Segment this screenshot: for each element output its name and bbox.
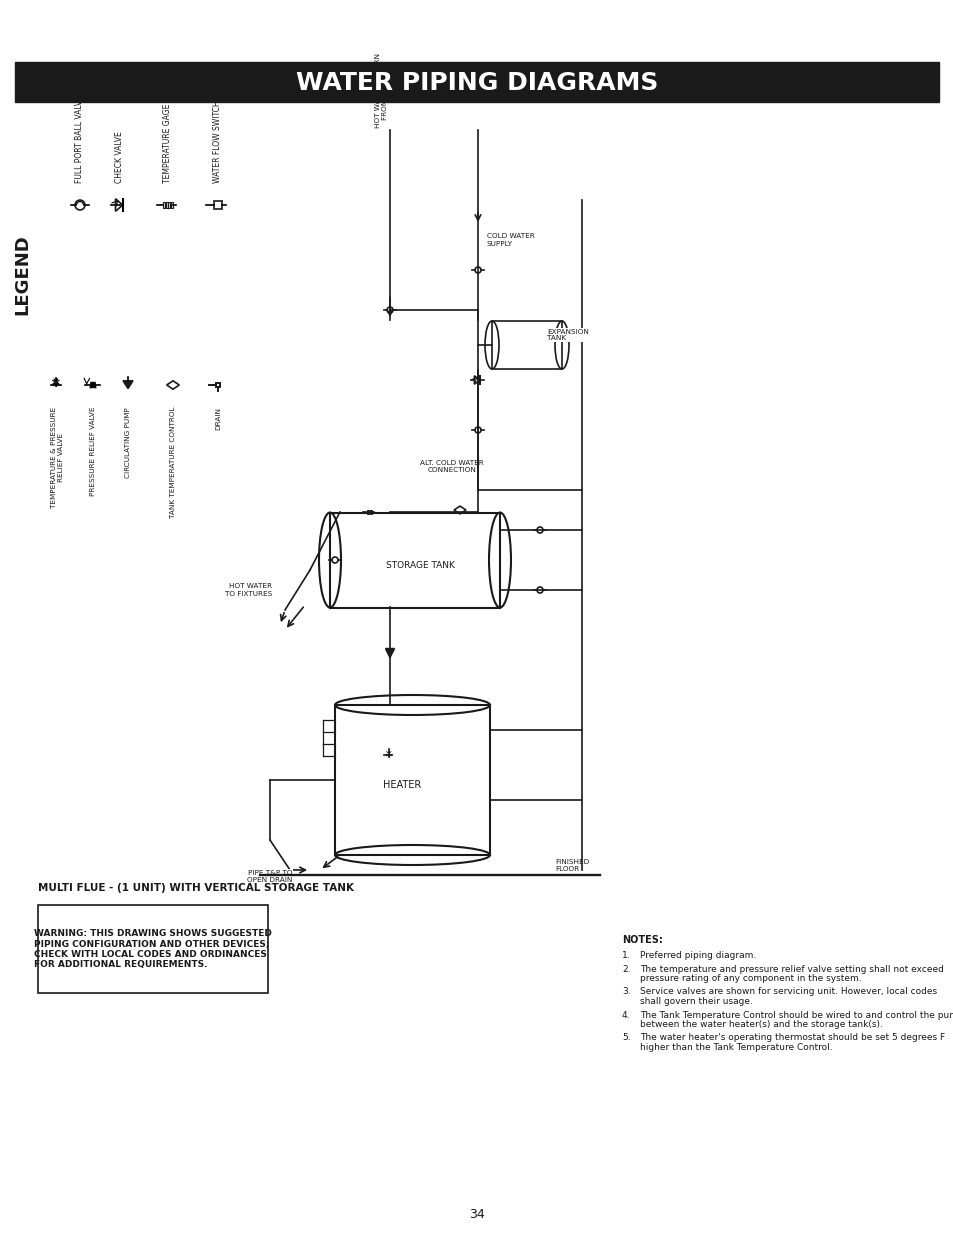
Bar (367, 510, 368, 514)
Text: CIRCULATING PUMP: CIRCULATING PUMP (125, 408, 131, 478)
Text: STORAGE TANK: STORAGE TANK (385, 561, 454, 569)
Text: HOT WATER
TO FIXTURES: HOT WATER TO FIXTURES (225, 583, 272, 597)
Text: DRAIN: DRAIN (214, 408, 221, 430)
Bar (371, 510, 372, 514)
Text: The temperature and pressure relief valve setting shall not exceed: The temperature and pressure relief valv… (639, 965, 943, 973)
Bar (215, 383, 220, 388)
Text: TANK TEMPERATURE CONTROL: TANK TEMPERATURE CONTROL (170, 408, 175, 519)
Text: FULL PORT BALL VALVE: FULL PORT BALL VALVE (75, 95, 85, 183)
Text: CHECK VALVE: CHECK VALVE (115, 131, 125, 183)
Text: HOT WATER RETURN
FROM FIXTURES: HOT WATER RETURN FROM FIXTURES (375, 53, 388, 128)
Text: WARNING: THIS DRAWING SHOWS SUGGESTED
PIPING CONFIGURATION AND OTHER DEVICES;
CH: WARNING: THIS DRAWING SHOWS SUGGESTED PI… (34, 929, 272, 969)
Text: 2.: 2. (621, 965, 630, 973)
Bar (335, 705, 490, 855)
Text: shall govern their usage.: shall govern their usage. (639, 997, 752, 1007)
Text: 34: 34 (469, 1209, 484, 1221)
Bar (215, 383, 220, 387)
Text: EXPANSION
TANK: EXPANSION TANK (546, 329, 588, 342)
Text: 1.: 1. (621, 951, 630, 960)
Bar (368, 510, 369, 514)
Text: The water heater's operating thermostat should be set 5 degrees F: The water heater's operating thermostat … (639, 1034, 944, 1042)
Text: ALT. COLD WATER
CONNECTION: ALT. COLD WATER CONNECTION (419, 459, 483, 473)
Text: 4.: 4. (621, 1010, 630, 1020)
Text: Service valves are shown for servicing unit. However, local codes: Service valves are shown for servicing u… (639, 988, 936, 997)
Bar (370, 510, 371, 514)
Bar (171, 203, 172, 207)
Text: TEMPERATURE & PRESSURE
RELIEF VALVE: TEMPERATURE & PRESSURE RELIEF VALVE (51, 408, 65, 508)
Polygon shape (123, 380, 132, 389)
Bar (168, 203, 170, 207)
Text: 3.: 3. (621, 988, 630, 997)
Bar (492, 321, 561, 369)
Bar (213, 201, 222, 209)
Text: WATER FLOW SWITCH: WATER FLOW SWITCH (213, 100, 222, 183)
Text: higher than the Tank Temperature Control.: higher than the Tank Temperature Control… (639, 1044, 832, 1052)
Bar (38, 905, 268, 993)
Text: TEMPERATURE GAGE: TEMPERATURE GAGE (163, 104, 172, 183)
Text: LEGEND: LEGEND (13, 235, 30, 315)
Text: HEATER: HEATER (383, 781, 421, 790)
Bar (330, 513, 499, 608)
Text: NOTES:: NOTES: (621, 935, 662, 945)
Text: PIPE T&P TO
OPEN DRAIN: PIPE T&P TO OPEN DRAIN (247, 869, 293, 883)
Bar (163, 203, 165, 207)
Text: MULTI FLUE - (1 UNIT) WITH VERTICAL STORAGE TANK: MULTI FLUE - (1 UNIT) WITH VERTICAL STOR… (38, 883, 354, 893)
Text: COLD WATER
SUPPLY: COLD WATER SUPPLY (486, 233, 535, 247)
Text: FINISHED
FLOOR: FINISHED FLOOR (555, 860, 589, 872)
Text: 5.: 5. (621, 1034, 630, 1042)
Text: between the water heater(s) and the storage tank(s).: between the water heater(s) and the stor… (639, 1020, 882, 1029)
Bar (15, 62, 938, 103)
Text: PRESSURE RELIEF VALVE: PRESSURE RELIEF VALVE (90, 408, 96, 496)
Text: pressure rating of any component in the system.: pressure rating of any component in the … (639, 974, 861, 983)
Text: Preferred piping diagram.: Preferred piping diagram. (639, 951, 756, 960)
Bar (166, 203, 168, 207)
Text: WATER PIPING DIAGRAMS: WATER PIPING DIAGRAMS (295, 70, 658, 95)
Polygon shape (385, 648, 394, 657)
Text: The Tank Temperature Control should be wired to and control the pump: The Tank Temperature Control should be w… (639, 1010, 953, 1020)
